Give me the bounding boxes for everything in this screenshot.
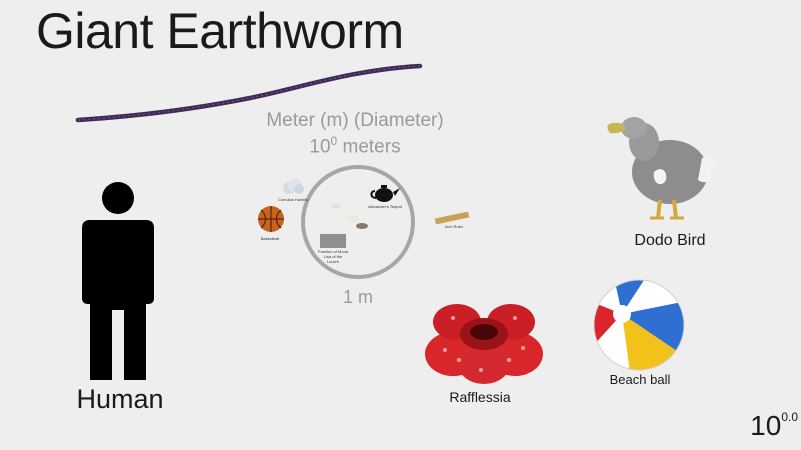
- ruler-label: Inch Ruler: [444, 224, 464, 229]
- beach-ball-icon: [593, 279, 685, 371]
- rafflesia-flower-icon: [425, 304, 543, 384]
- scale-exponent-readout: 100.0: [750, 410, 798, 441]
- circle-caption: 1 m: [342, 287, 373, 307]
- basketball-label: Basketball: [260, 236, 280, 241]
- ruler-icon: [434, 212, 470, 224]
- page-title: Giant Earthworm: [36, 3, 404, 59]
- unit-name-label: Meter (m) (Diameter): [266, 110, 444, 131]
- grey-box-icon: [320, 234, 346, 248]
- basketball-icon: [258, 206, 284, 232]
- dodo-bird-icon: [607, 117, 716, 220]
- human-label: Human: [76, 384, 164, 414]
- rafflesia-label: Rafflessia: [449, 389, 511, 405]
- giant-earthworm-illustration: [75, 63, 423, 123]
- beach-ball-label: Beach ball: [609, 372, 671, 387]
- cloud-icon: [283, 178, 304, 194]
- one-meter-reference-circle: [301, 165, 415, 279]
- dodo-bird-label: Dodo Bird: [634, 232, 706, 249]
- unit-power-label: 100 meters: [309, 134, 401, 158]
- teapot-icon: [370, 185, 400, 202]
- grey-box-label: Fraction of Mona Lisa of the Louvre: [318, 249, 349, 264]
- human-silhouette-icon: [82, 182, 154, 380]
- cloud-label: Cumulus Humilis: [278, 197, 309, 202]
- small-birds-icon: [332, 203, 368, 229]
- teapot-label: Alexander's Teapot: [368, 204, 402, 209]
